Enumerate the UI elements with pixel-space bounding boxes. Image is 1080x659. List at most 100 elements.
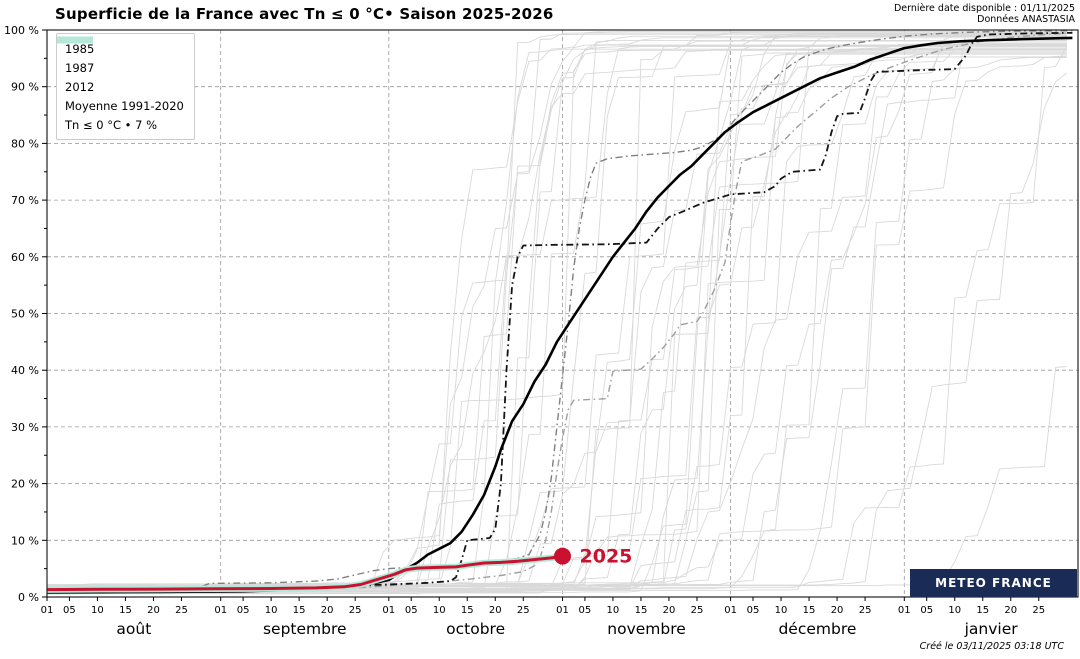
x-tick-label: 05 (237, 605, 250, 616)
series-1987-line (47, 32, 1073, 592)
ensemble-line (47, 31, 1067, 587)
legend-item-2012: 2012 (58, 39, 184, 96)
legend-label: 1985 (65, 41, 95, 56)
ensemble-lines (47, 30, 1068, 595)
ensemble-line (47, 43, 1067, 587)
month-label: septembre (263, 620, 347, 638)
ensemble-line (47, 49, 1067, 592)
ensemble-line (47, 48, 1067, 588)
x-tick-label: 15 (635, 605, 648, 616)
ensemble-line (47, 46, 1067, 590)
legend-item-tn-0-c-7-: Tn ≤ 0 °C • 7 % (57, 36, 184, 134)
ensemble-line (47, 35, 1067, 594)
ensemble-line (47, 53, 1067, 595)
ensemble-line (47, 42, 1067, 589)
ensemble-line (47, 51, 1067, 586)
legend-item-1987: 1987 (58, 39, 184, 77)
x-tick-label: 20 (489, 605, 502, 616)
x-tick-label: 10 (775, 605, 788, 616)
x-tick-label: 25 (1032, 605, 1045, 616)
ensemble-line (47, 47, 1067, 594)
x-tick-label: 25 (691, 605, 704, 616)
ensemble-line (47, 45, 1067, 591)
x-tick-label: 01 (556, 605, 569, 616)
y-tick-label: 10 % (11, 534, 39, 547)
x-tick-label: 05 (920, 605, 933, 616)
month-label: janvier (964, 620, 1019, 638)
y-tick-label: 0 % (18, 591, 39, 604)
gridlines (47, 30, 1078, 597)
ensemble-line (47, 46, 1068, 589)
x-tick-label: 15 (293, 605, 306, 616)
x-tick-label: 01 (41, 605, 54, 616)
legend-label: 2012 (65, 79, 95, 94)
month-label: août (116, 620, 151, 638)
legend-label: Moyenne 1991-2020 (65, 98, 184, 113)
y-tick-label: 50 % (11, 308, 39, 321)
y-tick-label: 70 % (11, 194, 39, 207)
meteo-france-logo: METEO FRANCE (910, 569, 1077, 597)
x-tick-label: 25 (859, 605, 872, 616)
month-label: novembre (607, 620, 686, 638)
ensemble-line (47, 34, 1067, 589)
ensemble-line (47, 44, 1067, 594)
ensemble-line (47, 31, 1067, 586)
x-tick-label: 10 (265, 605, 278, 616)
chart-legend: 1985 1987 2012 Moyenne 1991-2020 Tn ≤ 0 °C •… (56, 33, 195, 140)
x-tick-label: 15 (803, 605, 816, 616)
legend-label: Tn ≤ 0 °C • 7 % (65, 117, 158, 132)
x-tick-label: 01 (724, 605, 737, 616)
y-tick-label: 80 % (11, 137, 39, 150)
ensemble-line (47, 37, 1067, 591)
x-tick-label: 01 (898, 605, 911, 616)
y-tick-label: 60 % (11, 251, 39, 264)
x-tick-label: 01 (214, 605, 227, 616)
x-tick-label: 10 (948, 605, 961, 616)
ensemble-line (47, 72, 1068, 588)
y-tick-label: 20 % (11, 478, 39, 491)
x-tick-label: 20 (147, 605, 160, 616)
legend-sample-band (57, 36, 93, 44)
month-label: octobre (446, 620, 505, 638)
x-tick-label: 20 (831, 605, 844, 616)
x-tick-label: 10 (91, 605, 104, 616)
last-date-available: Dernière date disponible : 01/11/2025 (893, 3, 1075, 14)
x-tick-label: 25 (349, 605, 362, 616)
data-source: Données ANASTASIA (977, 14, 1075, 25)
x-tick-label: 20 (1004, 605, 1017, 616)
series-1985-line (47, 29, 1073, 591)
series-lines (47, 29, 1073, 594)
meteo-france-logo-text: METEO FRANCE (935, 576, 1052, 590)
ensemble-line (47, 33, 1067, 586)
y-tick-label: 100 % (4, 24, 39, 37)
legend-item-moyenne-1991-2020: Moyenne 1991-2020 (58, 38, 184, 115)
ensemble-line (47, 34, 1067, 591)
x-tick-label: 01 (382, 605, 395, 616)
legend-band (57, 36, 93, 44)
y-tick-label: 40 % (11, 364, 39, 377)
x-tick-label: 25 (175, 605, 188, 616)
chart-title: Superficie de la France avec Tn ≤ 0 °C• … (55, 5, 554, 23)
ensemble-line (47, 39, 1067, 590)
ensemble-line (47, 32, 1067, 590)
y-tick-label: 30 % (11, 421, 39, 434)
ensemble-line (47, 40, 1067, 587)
y-axis: 0 % 10 % 20 % 30 % 40 % 50 % 60 % 70 % 80 % 90 % 1… (4, 24, 47, 604)
creation-timestamp: Créé le 03/11/2025 03:18 UTC (919, 641, 1064, 652)
ensemble-line (47, 49, 1067, 587)
ensemble-line (47, 36, 1067, 595)
ensemble-line (47, 35, 1067, 589)
current-season-dot (554, 547, 571, 565)
ensemble-line (47, 45, 1067, 593)
month-label: décembre (778, 620, 856, 638)
x-tick-label: 25 (517, 605, 530, 616)
ensemble-line (47, 44, 1067, 588)
x-tick-label: 05 (747, 605, 760, 616)
current-season-label: 2025 (580, 546, 633, 568)
series-2012-line (47, 31, 1073, 592)
x-tick-label: 15 (976, 605, 989, 616)
x-tick-label: 10 (607, 605, 620, 616)
